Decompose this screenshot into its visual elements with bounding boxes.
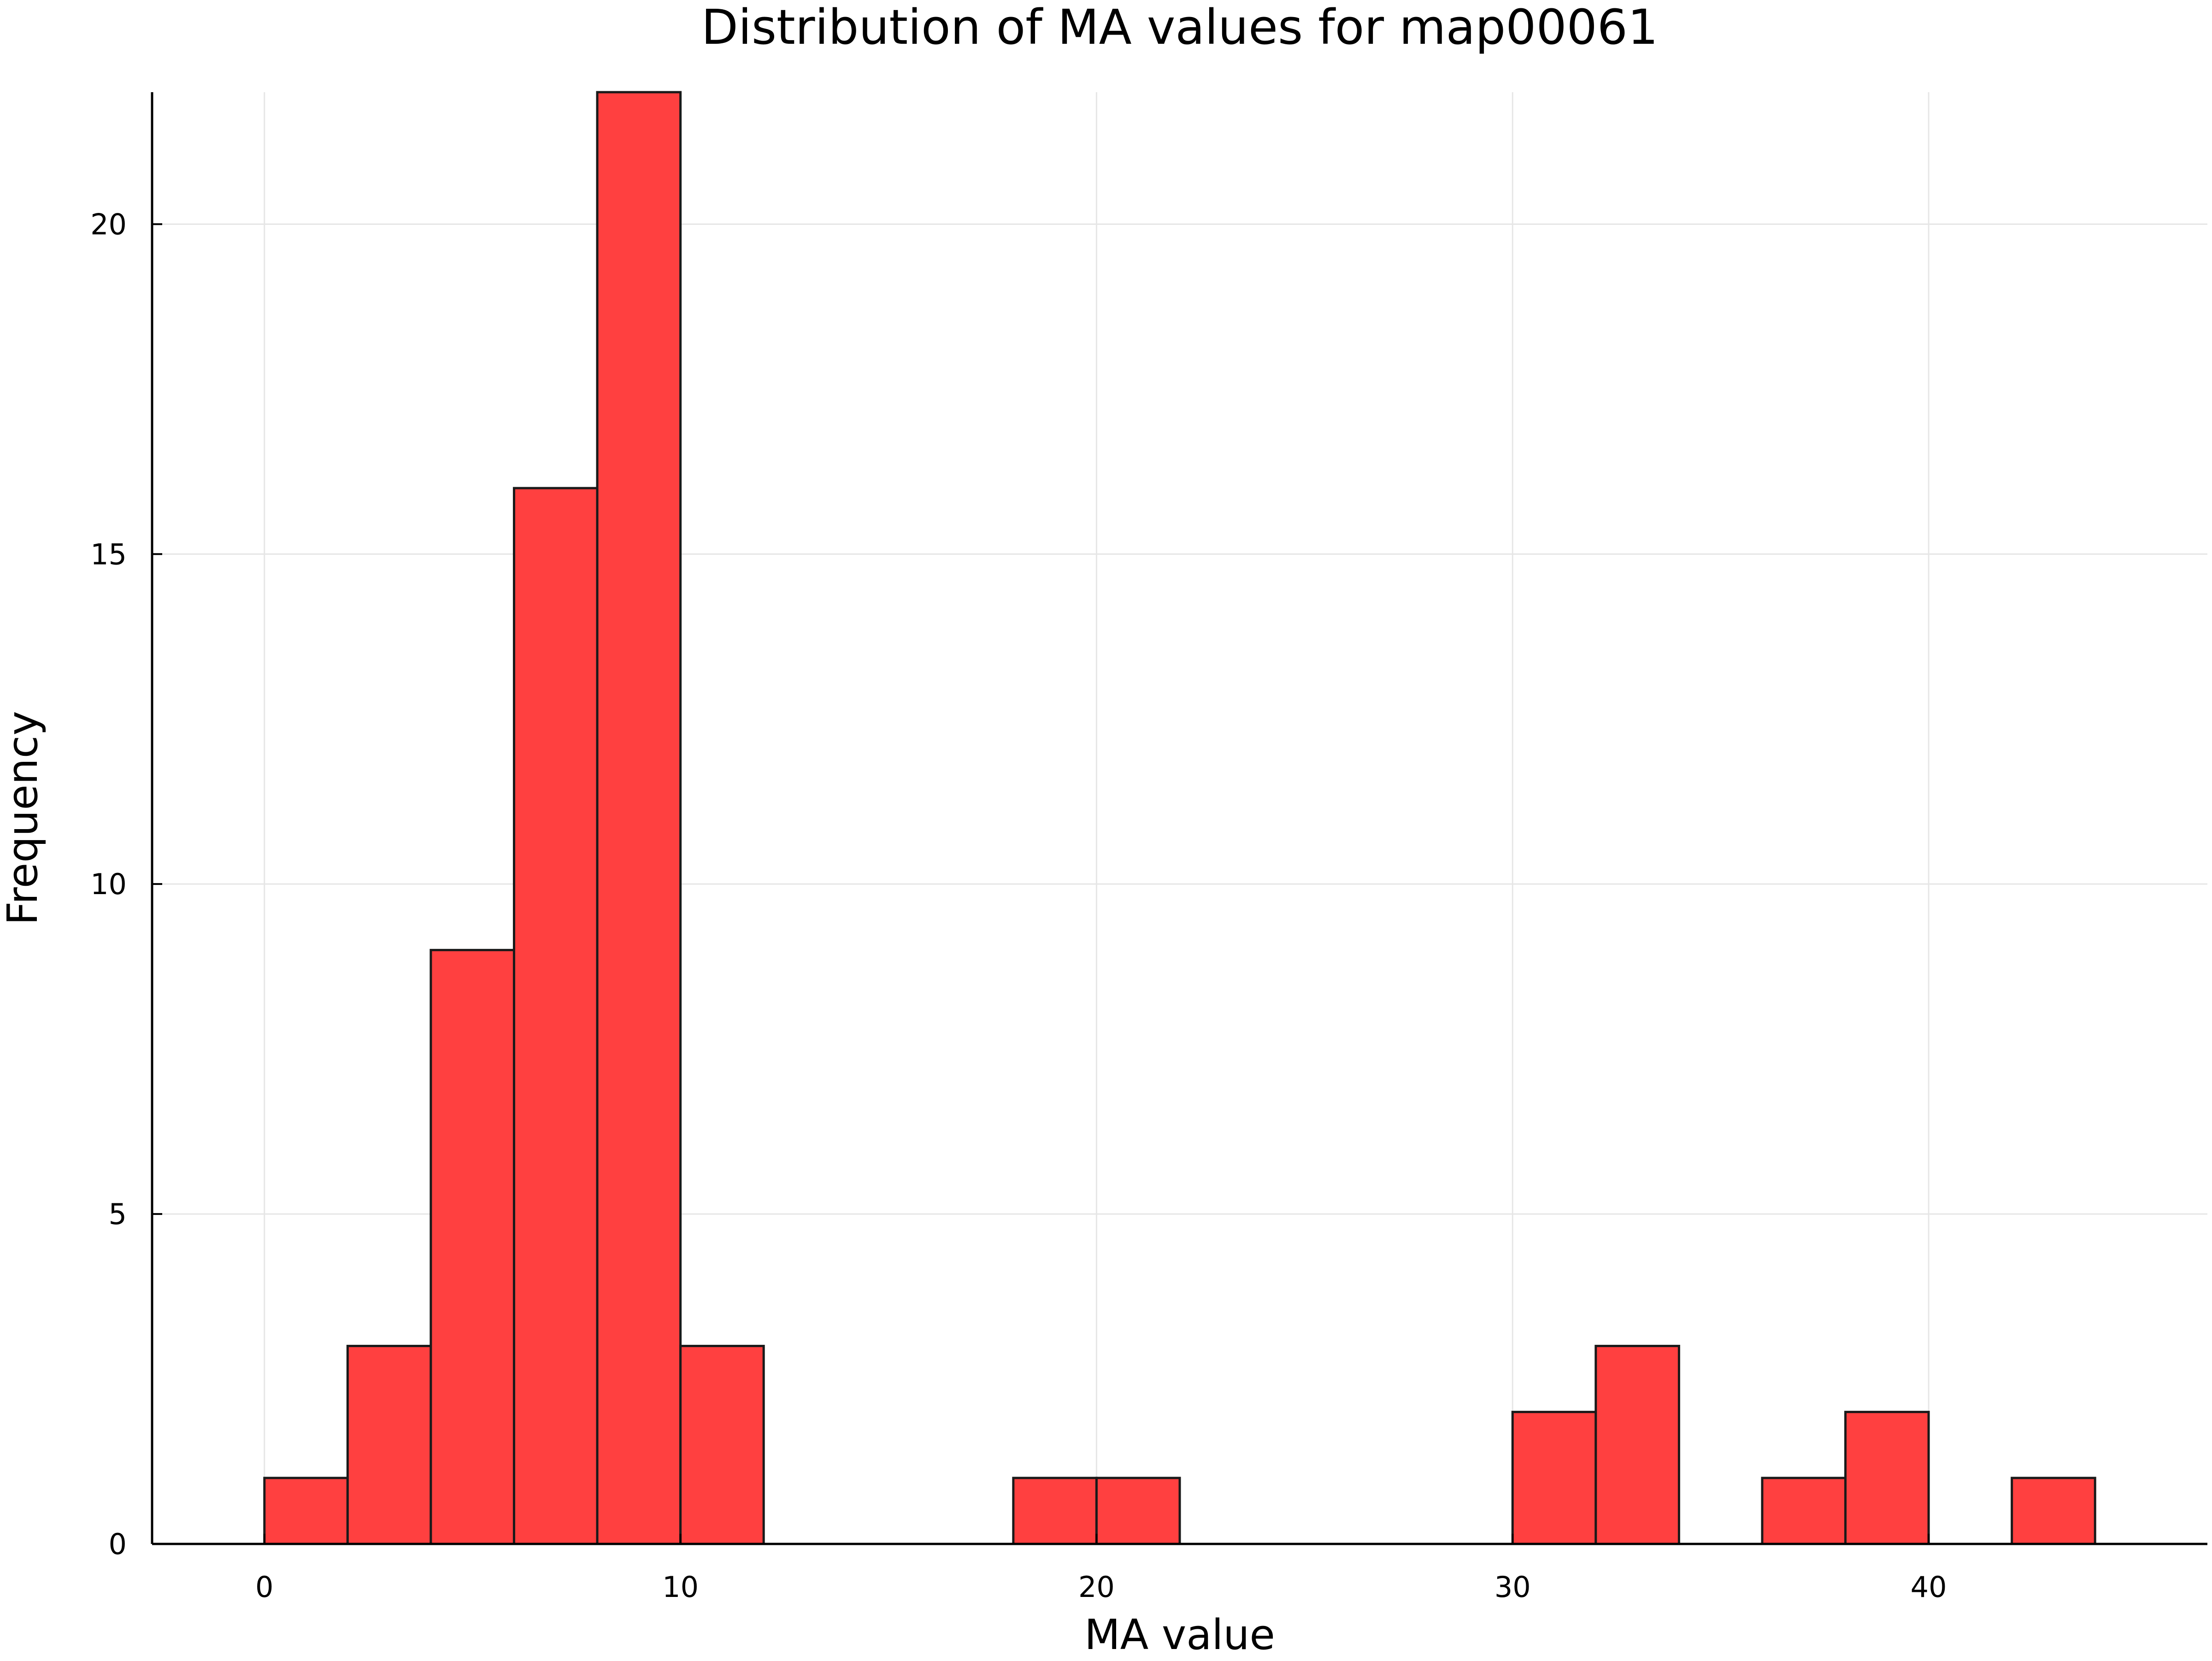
histogram-bar: [1095, 1477, 1181, 1545]
y-tick-label: 20: [90, 207, 127, 241]
histogram-bar: [1012, 1477, 1098, 1545]
y-tick-label: 5: [109, 1197, 127, 1231]
y-tick-label: 15: [90, 537, 127, 571]
histogram-bar: [1511, 1411, 1597, 1545]
histogram-bar: [1844, 1411, 1930, 1545]
y-tick-label: 0: [109, 1527, 127, 1561]
histogram-bar: [429, 948, 515, 1545]
histogram-bar: [679, 1344, 765, 1545]
x-axis-label: MA value: [1084, 1611, 1275, 1659]
histogram-bar: [1761, 1477, 1847, 1545]
tick-labels: 0 10 20 30 40 0 5 10 15 20: [90, 207, 1947, 1604]
histogram-bars: [263, 91, 2096, 1545]
x-tick-label: 0: [255, 1570, 273, 1604]
histogram-bar: [512, 487, 599, 1545]
histogram-bar: [263, 1477, 349, 1545]
x-tick-label: 10: [662, 1570, 699, 1604]
histogram-bar: [596, 91, 682, 1545]
x-tick-label: 20: [1078, 1570, 1115, 1604]
y-axis-label: Frequency: [0, 711, 47, 925]
axes: [151, 92, 2207, 1545]
x-tick-label: 30: [1494, 1570, 1531, 1604]
histogram-bar: [1594, 1344, 1680, 1545]
histogram-bar: [2011, 1477, 2096, 1545]
chart-title: Distribution of MA values for map00061: [701, 0, 1658, 55]
y-tick-label: 10: [90, 867, 127, 901]
x-tick-label: 40: [1911, 1570, 1947, 1604]
histogram-bar: [346, 1344, 432, 1545]
